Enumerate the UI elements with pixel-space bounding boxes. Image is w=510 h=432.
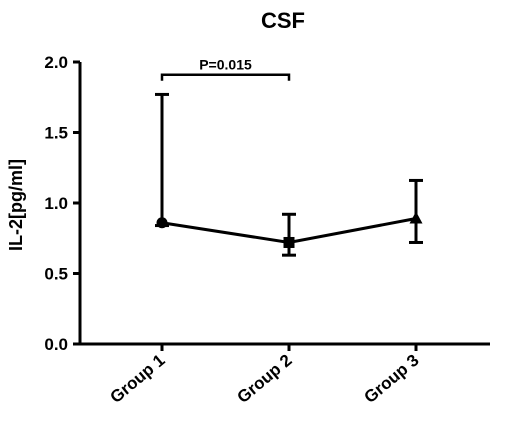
x-tick-label: Group 1 xyxy=(106,351,168,407)
plot-area: 0.0 0.5 1.0 1.5 2.0 Group 1 Group 2 Group 3 P=0.… xyxy=(44,53,490,407)
y-tick-label: 2.0 xyxy=(44,53,68,72)
data-point xyxy=(156,217,168,229)
y-axis-label: IL-2[pg/ml] xyxy=(6,159,26,251)
y-tick-label: 0.5 xyxy=(44,265,68,284)
y-tick-label: 0.0 xyxy=(44,335,68,354)
x-tick-label: Group 2 xyxy=(233,351,295,407)
significance-label: P=0.015 xyxy=(199,57,252,73)
y-tick-label: 1.5 xyxy=(44,124,68,143)
x-tick-label: Group 3 xyxy=(360,351,422,407)
significance-bracket xyxy=(160,73,291,81)
data-point xyxy=(409,211,423,224)
y-tick-label: 1.0 xyxy=(44,194,68,213)
data-point xyxy=(283,236,295,248)
chart-title: CSF xyxy=(261,8,305,33)
